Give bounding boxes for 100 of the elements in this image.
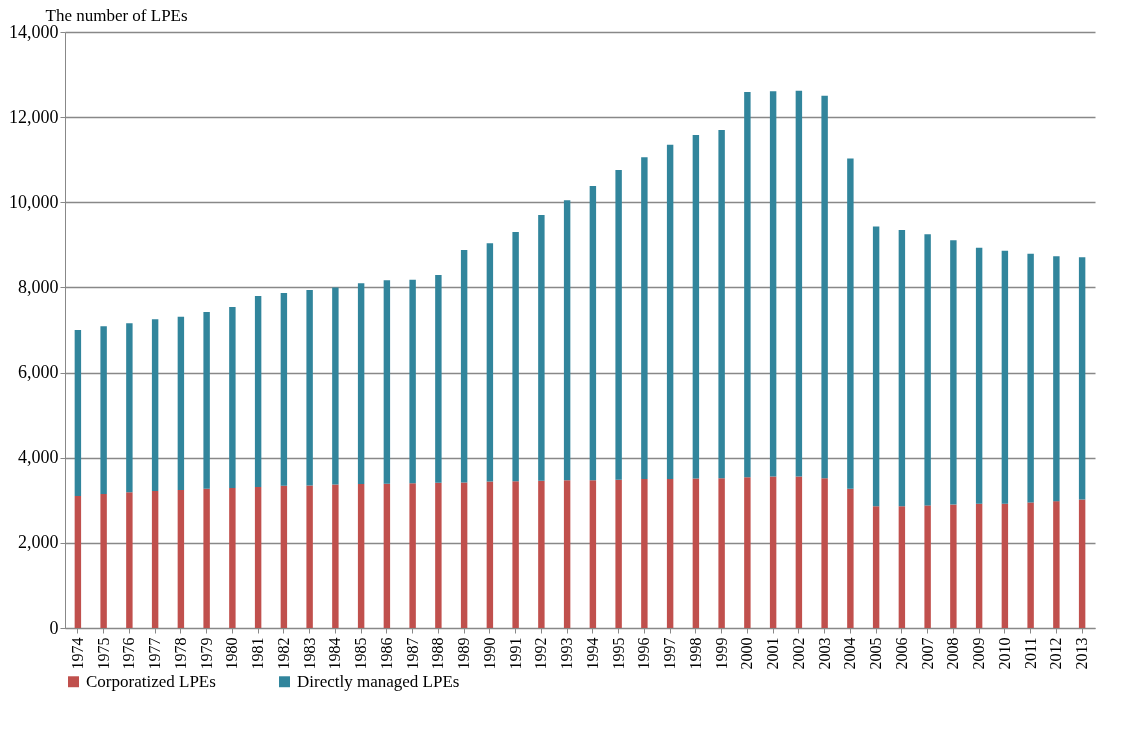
bar [74,496,82,628]
bar [615,479,622,628]
bar [126,492,133,628]
bar [950,504,957,628]
x-tick-label: 2001 [764,637,782,670]
x-tick-label: 1974 [68,637,86,670]
bar [306,485,313,628]
bar [872,506,880,628]
bar [100,493,107,628]
x-tick-label: 1998 [686,637,704,670]
bar [563,200,571,481]
bar [950,240,957,505]
x-tick-label: 1991 [506,637,524,670]
x-tick-label: 1979 [197,637,215,670]
y-tick-label: 4,000 [18,447,59,468]
bar [306,289,313,486]
bar [203,312,210,489]
bar [821,95,828,479]
bar [460,482,468,628]
x-tick-label: 1983 [300,637,318,670]
bar [872,226,880,507]
x-tick-label: 2002 [789,637,807,670]
y-tick-label: 12,000 [9,106,59,127]
x-tick-label: 1987 [403,637,421,670]
y-tick-label: 0 [49,617,59,638]
bar [692,135,700,479]
bar [898,229,906,507]
x-tick-label: 1989 [455,637,473,670]
x-tick-label: 1978 [171,637,189,670]
x-tick-label: 1995 [609,637,627,670]
bar [151,490,159,628]
bar [821,478,828,628]
bar [460,249,468,483]
x-tick-label: 1982 [274,637,292,670]
x-tick-label: 2000 [738,637,756,670]
bar [435,275,442,483]
x-tick-label: 2004 [841,637,859,670]
bar [409,483,416,628]
bar [383,280,391,484]
x-tick-label: 1980 [223,637,241,670]
bar [718,478,725,628]
bar [769,91,777,477]
bar [512,232,519,482]
bar [847,488,854,628]
bar [769,476,777,628]
x-tick-label: 1985 [352,637,370,670]
bar [486,481,494,628]
bar [1001,503,1009,628]
bar [280,292,288,486]
x-tick-label: 1992 [532,637,550,670]
bar [177,490,185,628]
bar [975,247,983,504]
bar [254,487,262,628]
x-tick-label: 1993 [558,637,576,670]
bar [666,479,674,628]
bar [589,186,597,481]
bar [512,481,519,628]
bar [795,476,803,628]
bar [254,295,262,488]
x-tick-label: 1990 [480,637,498,670]
bar [692,478,700,628]
bar [332,484,339,628]
y-tick-label: 2,000 [18,532,59,553]
x-tick-label: 2009 [970,637,988,670]
legend-label: Corporatized LPEs [86,671,216,691]
bar [126,323,133,493]
x-tick-label: 1999 [712,637,730,670]
bar [924,505,931,628]
bar [357,484,365,628]
bar [1001,250,1009,504]
bar [744,92,751,478]
bar [538,480,545,628]
y-tick-label: 10,000 [9,191,59,212]
y-tick-label: 6,000 [18,362,59,383]
bar [1027,502,1034,628]
bar [1053,501,1060,628]
x-tick-label: 1975 [94,637,112,670]
bar [177,316,185,491]
bar [100,326,107,494]
x-tick-label: 1976 [120,637,138,670]
x-tick-label: 2012 [1047,637,1065,670]
bar [74,330,82,497]
x-tick-label: 2005 [867,637,885,670]
bar [1078,499,1086,628]
x-tick-label: 1981 [249,637,267,670]
x-tick-label: 2006 [892,637,910,670]
x-tick-label: 1977 [146,637,164,670]
x-tick-label: 1994 [583,637,601,670]
x-tick-label: 2008 [944,637,962,670]
bar [229,307,236,488]
bar [744,477,751,628]
bar [332,287,339,485]
bar [847,158,854,489]
x-tick-label: 2011 [1021,637,1039,669]
bar [357,283,365,485]
x-tick-label: 1997 [661,637,679,670]
bar [203,488,210,628]
bar [409,279,416,484]
x-tick-label: 2007 [918,637,936,670]
bar [795,90,803,477]
